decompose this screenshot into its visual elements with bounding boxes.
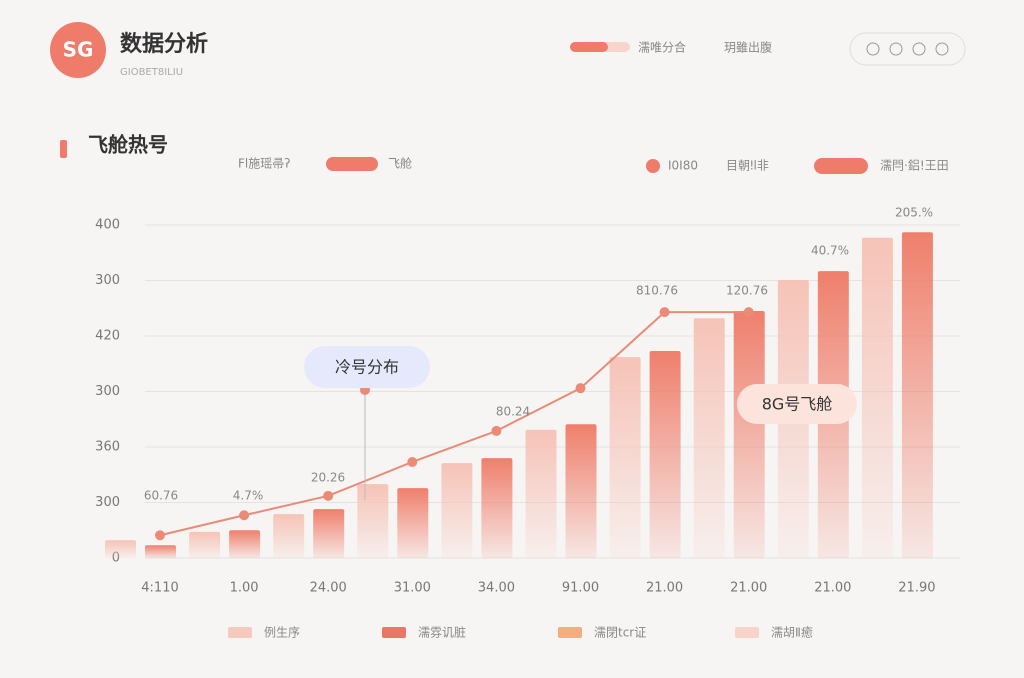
line-point (743, 307, 754, 318)
y-tick-label: 400 (95, 218, 120, 233)
annotation: 810.76 (636, 284, 678, 298)
legend-label: 濡胡Ⅱ癒 (771, 625, 813, 640)
annotation: 80.24 (496, 405, 530, 419)
x-tick-label: 91.00 (562, 581, 599, 596)
legend-label: 例生序 (264, 625, 300, 640)
app-title: 数据分析 (120, 31, 208, 57)
bar (525, 429, 557, 558)
bar (105, 540, 136, 558)
bar (441, 463, 473, 558)
line (159, 311, 749, 537)
y-tick-label: 420 (95, 329, 120, 344)
toolbar (849, 32, 966, 66)
bar (145, 545, 176, 558)
icon[interactable] (935, 42, 949, 56)
bar (733, 311, 765, 558)
filter-label: 飞舱 (388, 157, 412, 171)
annotation: 205.% (895, 206, 933, 220)
x-tick-label: 4:110 (141, 581, 178, 596)
x-tick-label: 31.00 (394, 581, 431, 596)
bar (565, 424, 597, 558)
icon[interactable] (912, 42, 926, 56)
bar (481, 458, 513, 558)
x-tick-label: 21.90 (898, 581, 935, 596)
legend-label: 濡閉tcr证 (594, 626, 646, 640)
bar (861, 237, 893, 558)
filter-label: 目朝ǃl非 (726, 159, 769, 173)
bar (609, 357, 641, 558)
legend-swatch (558, 627, 582, 638)
bar (397, 488, 429, 558)
bar (649, 350, 681, 558)
callout: 8G号飞舱 (762, 395, 833, 414)
bar (273, 514, 305, 558)
legend-label: 濡雰讥脏 (418, 625, 466, 640)
bar (313, 509, 345, 558)
icon[interactable] (889, 42, 903, 56)
bar (693, 318, 725, 558)
y-tick-label: 360 (95, 440, 120, 455)
line-point (659, 307, 670, 318)
app-subtitle: GIOBET8ILIU (120, 67, 183, 78)
callout-box (737, 384, 857, 424)
bar (901, 232, 933, 558)
line-point (155, 530, 165, 541)
line-point (491, 425, 502, 436)
annotation: 4.7% (233, 489, 264, 503)
annotation: 40.7% (811, 244, 849, 258)
annotation: 120.76 (726, 284, 768, 298)
y-tick-label: 300 (95, 384, 120, 399)
x-tick-label: 21.00 (814, 581, 851, 596)
x-tick-label: 21.00 (730, 581, 767, 596)
y-tick-label: 300 (95, 495, 120, 510)
y-tick-label: 300 (95, 273, 120, 288)
logo-text: SG (63, 38, 94, 62)
x-tick-label: 1.00 (230, 581, 259, 596)
nav-item[interactable]: 玥雖出腹 (724, 40, 772, 55)
section-title: 飞舱热号 (88, 133, 168, 157)
bar (229, 530, 261, 558)
line-point (575, 383, 586, 394)
filter-dot[interactable] (646, 159, 660, 173)
logo (50, 22, 106, 78)
nav-item[interactable]: 濡唯分合 (638, 40, 686, 55)
line-point (323, 490, 334, 501)
filter-swatch[interactable] (814, 158, 868, 174)
icon[interactable] (866, 42, 880, 56)
annotation: 20.26 (311, 471, 345, 485)
annotation: 60.76 (144, 489, 178, 503)
filter-label: 濡閂·鋁!王田 (880, 159, 949, 173)
callout-box (304, 346, 430, 388)
line-point (407, 456, 418, 467)
bar (357, 484, 389, 558)
legend-swatch (228, 627, 252, 638)
filter-label: Fl施瑶帚ʔ (238, 157, 290, 171)
legend-swatch (735, 627, 759, 638)
bar (189, 531, 221, 558)
x-tick-label: 34.00 (478, 581, 515, 596)
legend-swatch (382, 627, 406, 638)
line-point (239, 510, 250, 521)
nav-pill-fill (570, 42, 608, 52)
x-tick-label: 24.00 (310, 581, 347, 596)
section-marker (60, 140, 67, 158)
filter-label: I0I80 (668, 159, 698, 173)
x-tick-label: 21.00 (646, 581, 683, 596)
filter-swatch[interactable] (326, 157, 378, 171)
callout: 冷号分布 (335, 358, 399, 377)
